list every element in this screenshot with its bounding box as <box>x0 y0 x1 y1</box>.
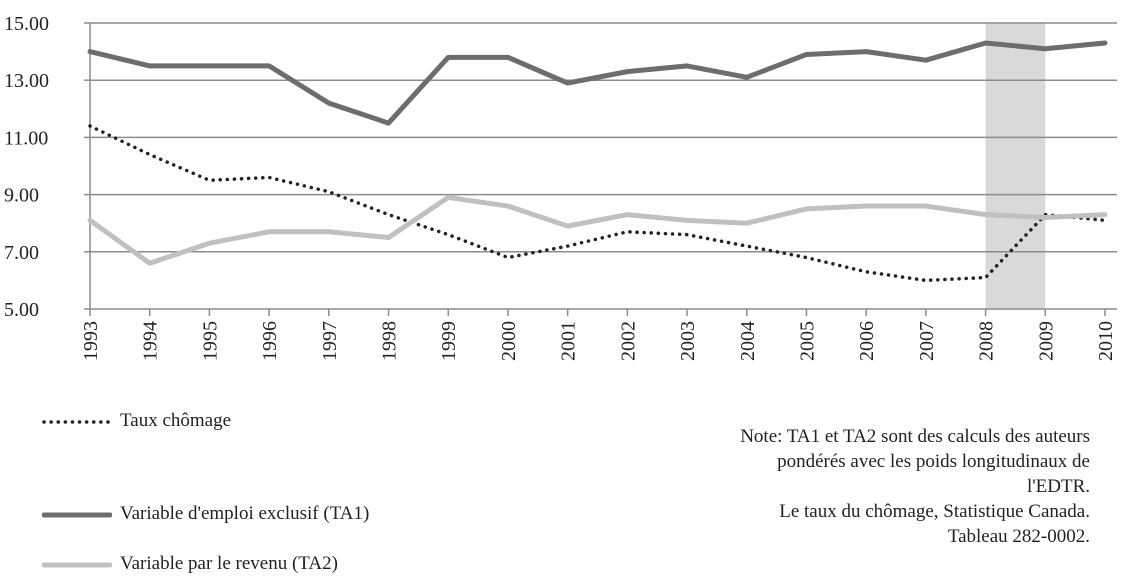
x-tick-label: 2000 <box>498 321 520 361</box>
x-tick-label: 2005 <box>796 321 818 361</box>
legend-item: Variable par le revenu (TA2) <box>42 551 380 577</box>
y-tick-label: 15.00 <box>4 13 49 35</box>
series-line <box>87 40 1108 126</box>
highlight-band <box>985 23 1046 309</box>
note-line: Note: TA1 et TA2 sont des calculs des au… <box>740 426 1090 447</box>
note-line: pondérés avec les poids longitudinaux de <box>777 451 1090 472</box>
note-line: Le taux du chômage, Statistique Canada. <box>779 501 1090 522</box>
series-line <box>88 124 1107 283</box>
legend-swatch-icon <box>42 562 112 568</box>
y-tick-label: 9.00 <box>4 185 39 207</box>
x-tick-label: 2007 <box>916 321 938 361</box>
y-tick-label: 7.00 <box>4 242 39 264</box>
x-tick-label: 2009 <box>1035 321 1057 361</box>
x-tick-label: 1999 <box>438 321 460 361</box>
y-tick-label: 11.00 <box>4 127 48 149</box>
x-tick-label: 1996 <box>259 321 281 361</box>
y-tick-label: 13.00 <box>4 70 49 92</box>
x-tick-label: 1997 <box>319 321 341 361</box>
note-line: Tableau 282-0002. <box>947 526 1090 547</box>
x-tick-label: 1994 <box>140 321 162 361</box>
x-tick-label: 2004 <box>737 321 759 361</box>
legend-label: Variable par le revenu (TA2) <box>120 553 338 574</box>
legend-item: Taux chômage <box>42 408 380 434</box>
legend-swatch <box>42 551 112 577</box>
x-tick-label: 2001 <box>558 321 580 361</box>
x-tick-label: 1993 <box>80 321 102 361</box>
note-line: l'EDTR. <box>1026 476 1090 497</box>
x-tick-label: 2003 <box>677 321 699 361</box>
legend-swatch <box>42 408 112 434</box>
legend-item: Variable d'emploi exclusif (TA1) <box>42 501 380 527</box>
x-tick-label: 2002 <box>617 321 639 361</box>
x-tick-label: 1998 <box>379 321 401 361</box>
y-tick-label: 5.00 <box>4 299 39 321</box>
x-tick-label: 2010 <box>1095 321 1117 361</box>
legend-swatch-icon <box>42 420 112 424</box>
legend-swatch <box>42 501 112 527</box>
legend-swatch-icon <box>42 512 112 518</box>
x-tick-label: 1995 <box>199 321 221 361</box>
note: Note: TA1 et TA2 sont des calculs des au… <box>740 424 1090 549</box>
legend-label: Taux chômage <box>120 410 232 431</box>
series-line <box>87 194 1108 266</box>
x-tick-label: 2008 <box>976 321 998 361</box>
x-tick-label: 2006 <box>856 321 878 361</box>
legend-label: Variable d'emploi exclusif (TA1) <box>120 503 370 524</box>
chart: 5.00 7.00 9.00 11.00 13.00 15.00 1993 1994 1995 1… <box>4 13 1117 361</box>
